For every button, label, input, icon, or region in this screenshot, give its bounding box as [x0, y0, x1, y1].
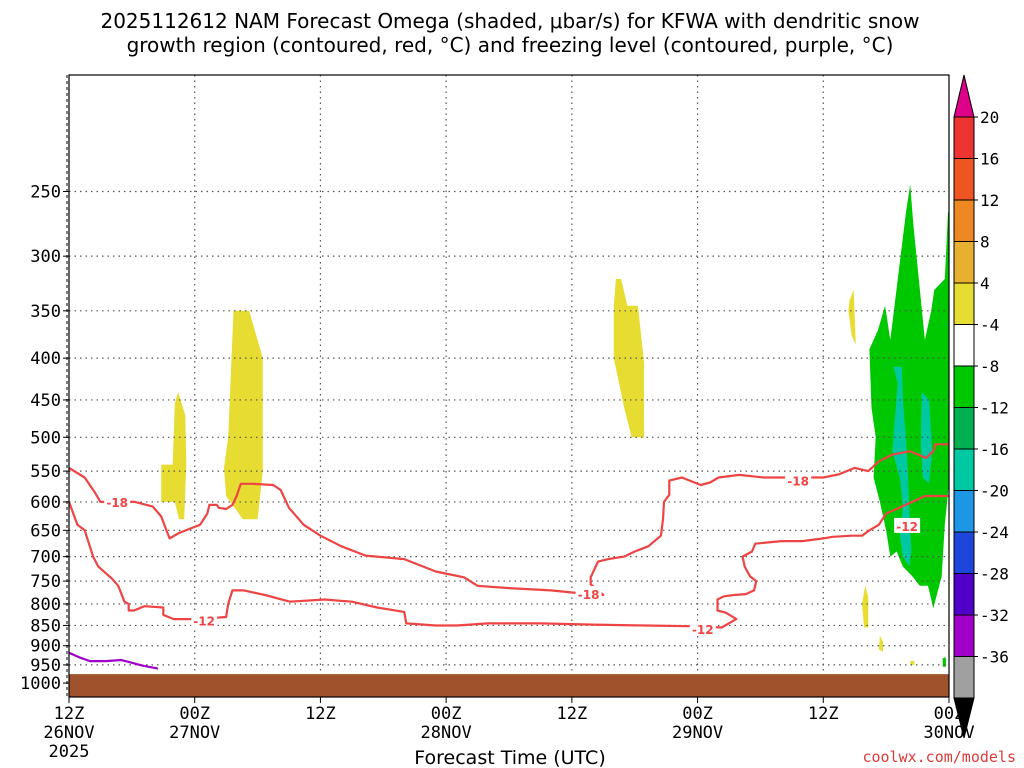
x-tick-label-12-1: 27NOV — [169, 723, 220, 743]
y-tick-label-250: 250 — [30, 182, 61, 202]
y-tick-label-550: 550 — [30, 462, 61, 482]
colorbar-box-3 — [953, 199, 975, 242]
omega-region-3 — [848, 289, 856, 345]
x-tick-label-60-0: 00Z — [682, 704, 713, 724]
omega-region-7 — [892, 366, 912, 567]
y-tick-label-700: 700 — [30, 548, 61, 568]
dgz-warm-label-2: -12 — [896, 520, 918, 534]
colorbar-label-5: -4 — [980, 316, 999, 335]
dgz-cold-label-bg-0 — [104, 493, 131, 509]
y-tick-label-500: 500 — [30, 428, 61, 448]
colorbar-bottom-arrow — [953, 697, 975, 739]
colorbar-box-12 — [953, 573, 975, 616]
omega-region-4 — [862, 585, 869, 628]
colorbar-box-13 — [953, 614, 975, 657]
dgz-warm-contour — [69, 494, 949, 629]
terrain — [69, 674, 949, 697]
omega-region-5 — [878, 635, 883, 652]
colorbar-label-9: -20 — [980, 482, 1009, 501]
omega-region-2 — [613, 279, 645, 438]
x-tick-label-12-0: 00Z — [179, 704, 210, 724]
dgz-warm-label-bg-1 — [689, 620, 716, 636]
y-tick-label-800: 800 — [30, 595, 61, 615]
dgz-warm-label-bg-0 — [191, 612, 218, 628]
colorbar-box-9 — [953, 448, 975, 491]
colorbar-box-10 — [953, 490, 975, 533]
colorbar-label-0: 20 — [980, 108, 999, 127]
x-tick-label-0-1: 26NOV — [43, 723, 94, 743]
dgz-cold-label-bg-1 — [575, 586, 602, 602]
x-tick-label-24-0: 12Z — [305, 704, 336, 724]
x-tick-label-72-0: 12Z — [808, 704, 839, 724]
colorbar-label-6: -8 — [980, 357, 999, 376]
colorbar-box-6 — [953, 324, 975, 367]
y-tick-label-350: 350 — [30, 302, 61, 322]
colorbar-box-14 — [953, 656, 975, 699]
dgz-cold-label-2: -18 — [787, 475, 809, 489]
colorbar-label-1: 16 — [980, 150, 999, 169]
dgz-cold-label-bg-2 — [785, 472, 812, 488]
colorbar-label-12: -32 — [980, 606, 1009, 625]
x-tick-label-48-0: 12Z — [556, 704, 587, 724]
dgz-cold-label-1: -18 — [578, 588, 600, 602]
colorbar-box-2 — [953, 158, 975, 201]
site-credit: coolwx.com/models — [862, 748, 1016, 766]
y-tick-label-750: 750 — [30, 572, 61, 592]
chart-title-line-1: 2025112612 NAM Forecast Omega (shaded, μ… — [100, 9, 919, 33]
x-tick-label-0-2: 2025 — [49, 742, 90, 762]
colorbar-label-8: -16 — [980, 440, 1009, 459]
colorbar-label-7: -12 — [980, 399, 1009, 418]
colorbar-box-5 — [953, 282, 975, 325]
plot-frame — [68, 74, 950, 698]
omega-region-1 — [224, 310, 263, 520]
chart-title-line-2: growth region (contoured, red, °C) and f… — [127, 33, 894, 57]
x-tick-label-36-1: 28NOV — [421, 723, 472, 743]
colorbar-box-11 — [953, 531, 975, 574]
y-tick-label-650: 650 — [30, 521, 61, 541]
omega-region-0 — [161, 392, 187, 520]
dgz-warm-label-bg-2 — [894, 517, 921, 533]
plot-inner: -12 -12 -12 -18 -18 -18 — [69, 75, 949, 697]
omega-region-10 — [910, 661, 915, 665]
y-tick-label-850: 850 — [30, 616, 61, 636]
colorbar-label-4: 4 — [980, 274, 990, 293]
y-tick-label-900: 900 — [30, 637, 61, 657]
colorbar-label-2: 12 — [980, 191, 999, 210]
x-tick-label-0-0: 12Z — [54, 704, 85, 724]
x-tick-label-60-1: 29NOV — [672, 723, 723, 743]
y-tick-label-600: 600 — [30, 493, 61, 513]
x-tick-label-36-0: 00Z — [431, 704, 462, 724]
dgz-warm-label-1: -12 — [692, 623, 714, 637]
y-tick-label-400: 400 — [30, 349, 61, 369]
freezing-level-contour — [69, 651, 159, 670]
colorbar-box-1 — [953, 116, 975, 159]
plot-area: -12 -12 -12 -18 -18 -18 250 300 350 400 450 500 550 6… — [20, 74, 975, 762]
y-tick-label-1000: 1000 — [20, 674, 61, 694]
colorbar-box-8 — [953, 407, 975, 450]
dgz-cold-label-0: -18 — [106, 496, 128, 510]
omega-region-8 — [920, 392, 933, 484]
colorbar: 20 16 12 8 4 -4 -8 -12 -16 -20 -24 -28 -32 -36 — [953, 74, 1009, 739]
y-tick-label-950: 950 — [30, 656, 61, 676]
y-tick-label-300: 300 — [30, 247, 61, 267]
dgz-warm-label-0: -12 — [193, 614, 215, 628]
colorbar-label-10: -24 — [980, 523, 1009, 542]
colorbar-label-11: -28 — [980, 565, 1009, 584]
colorbar-label-13: -36 — [980, 648, 1009, 667]
y-tick-label-450: 450 — [30, 391, 61, 411]
x-axis-title: Forecast Time (UTC) — [414, 747, 605, 768]
colorbar-label-3: 8 — [980, 233, 990, 252]
colorbar-box-4 — [953, 241, 975, 284]
colorbar-box-7 — [953, 365, 975, 408]
